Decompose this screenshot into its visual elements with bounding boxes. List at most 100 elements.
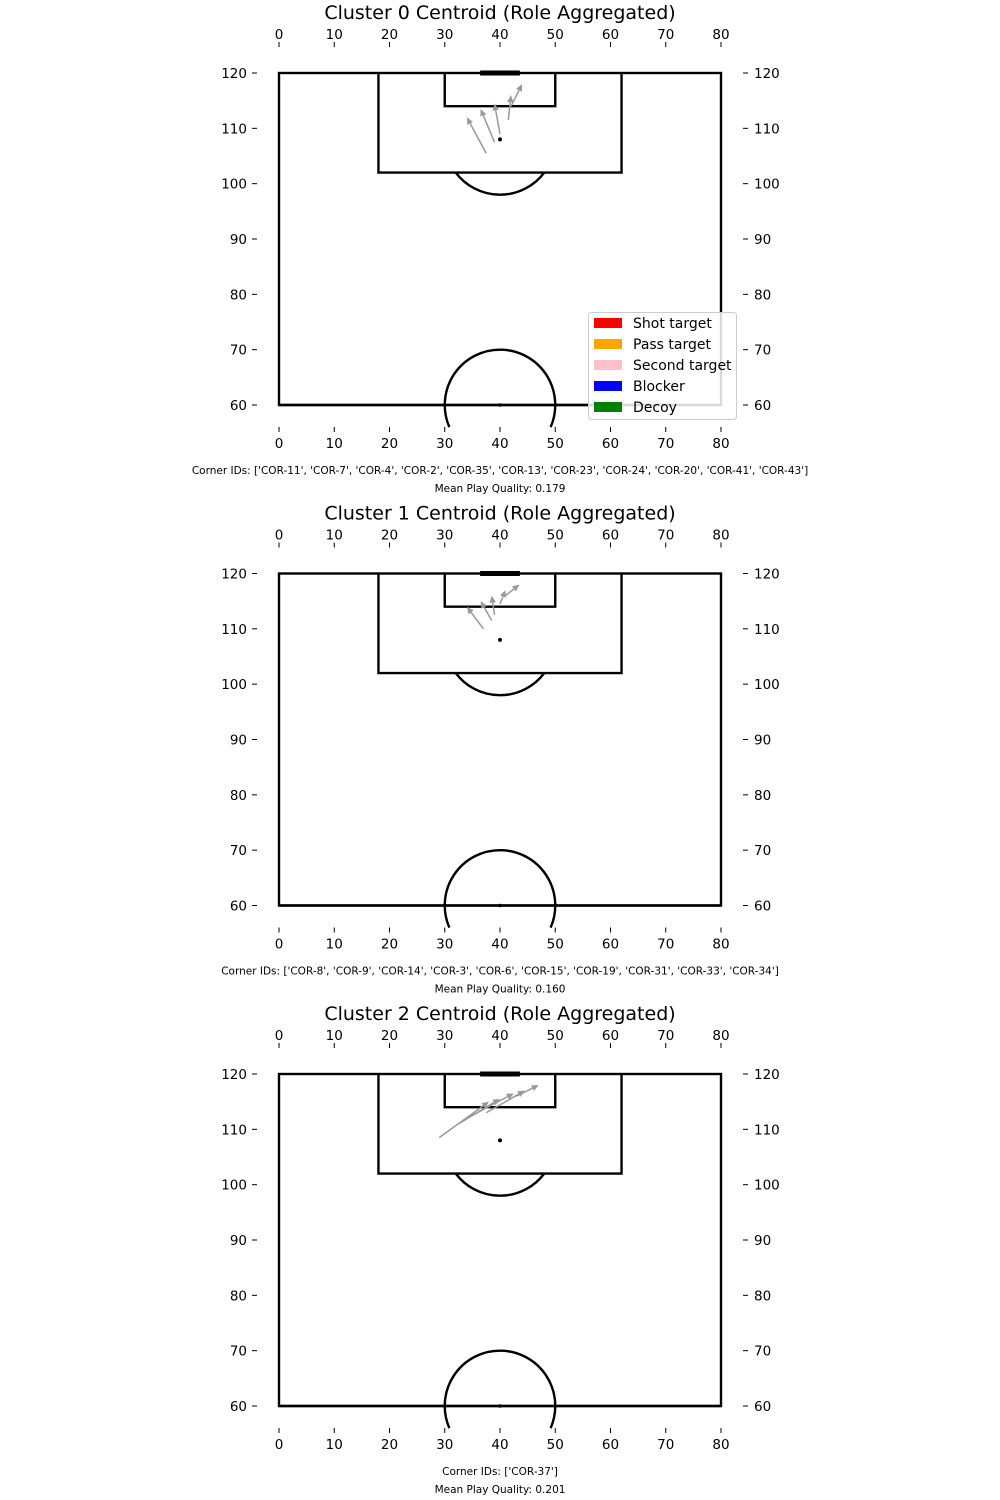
legend-swatch xyxy=(594,381,622,391)
x-tick-label-bottom: 70 xyxy=(657,1437,674,1453)
arrow-head xyxy=(511,584,520,592)
y-tick-label-left: 90 xyxy=(230,1233,247,1249)
penalty-area xyxy=(377,73,623,174)
y-tick-label-left: 110 xyxy=(221,622,247,638)
mean-quality-caption: Mean Play Quality: 0.160 xyxy=(435,984,566,996)
legend-item: Second target xyxy=(594,358,732,374)
y-tick-label-right: 90 xyxy=(754,232,771,248)
y-tick-label-right: 120 xyxy=(754,567,780,583)
legend-swatch xyxy=(594,402,622,412)
x-tick-label-top: 40 xyxy=(491,27,508,43)
x-tick-label-bottom: 70 xyxy=(657,937,674,953)
x-tick-label-top: 60 xyxy=(602,27,619,43)
y-tick-label-left: 110 xyxy=(221,1122,247,1138)
x-tick-label-top: 80 xyxy=(712,1028,729,1044)
x-tick-label-top: 0 xyxy=(275,528,284,544)
arrow-head xyxy=(516,84,523,92)
arrow-shaft xyxy=(499,596,504,605)
movement-arrow xyxy=(516,1085,539,1097)
penalty-arc xyxy=(454,1172,546,1197)
legend-label: Blocker xyxy=(633,379,685,395)
legend: Shot target Pass target Second target Block… xyxy=(588,312,737,420)
x-tick-label-top: 60 xyxy=(602,1028,619,1044)
arrow-shaft xyxy=(491,602,496,616)
chart-panel-2: Cluster 2 Centroid (Role Aggregated) 0 0 10… xyxy=(221,1003,780,1496)
x-tick-label-bottom: 80 xyxy=(712,1437,729,1453)
x-tick-label-top: 20 xyxy=(381,27,398,43)
x-tick-label-top: 20 xyxy=(381,1028,398,1044)
arrow-shaft xyxy=(494,110,501,135)
y-tick-label-left: 120 xyxy=(221,66,247,82)
arrow-shaft xyxy=(469,123,487,154)
chart-panel-1: Cluster 1 Centroid (Role Aggregated) 0 0 10… xyxy=(221,503,780,996)
y-tick-label-right: 60 xyxy=(754,398,771,414)
chart-panel-0: Cluster 0 Centroid (Role Aggregated) 0 0 10… xyxy=(192,2,808,495)
arrow-head xyxy=(481,1101,489,1109)
arrow-head xyxy=(530,1085,539,1092)
x-tick-label-bottom: 20 xyxy=(381,937,398,953)
x-tick-label-bottom: 0 xyxy=(275,436,284,452)
mean-quality-caption: Mean Play Quality: 0.179 xyxy=(435,483,566,495)
centre-circle xyxy=(443,848,557,929)
legend-item: Decoy xyxy=(594,400,677,416)
legend-item: Shot target xyxy=(594,316,712,332)
movement-arrow xyxy=(466,117,487,154)
corner-ids-caption: Corner IDs: ['COR-11', 'COR-7', 'COR-4',… xyxy=(192,465,808,477)
corner-ids-caption: Corner IDs: ['COR-8', 'COR-9', 'COR-14',… xyxy=(221,966,779,978)
y-tick-label-right: 110 xyxy=(754,622,780,638)
legend-label: Second target xyxy=(633,358,732,374)
penalty-spot xyxy=(498,1138,502,1143)
movement-arrow xyxy=(510,84,523,107)
x-tick-label-bottom: 10 xyxy=(326,937,343,953)
arrow-head xyxy=(489,595,496,604)
y-tick-label-left: 80 xyxy=(230,788,247,804)
x-tick-label-top: 20 xyxy=(381,528,398,544)
arrow-shaft xyxy=(510,89,520,107)
x-tick-label-top: 10 xyxy=(326,528,343,544)
pitch-outline xyxy=(277,1072,723,1408)
x-tick-label-bottom: 30 xyxy=(436,436,453,452)
x-tick-label-bottom: 10 xyxy=(326,436,343,452)
arrow-head xyxy=(499,590,506,598)
centre-spot xyxy=(498,403,502,407)
arrow-head xyxy=(480,108,487,117)
x-tick-label-top: 50 xyxy=(547,27,564,43)
x-tick-label-top: 70 xyxy=(657,528,674,544)
legend-swatch xyxy=(594,318,622,328)
centre-spot xyxy=(498,903,502,908)
y-tick-label-right: 110 xyxy=(754,1122,780,1138)
centre-circle xyxy=(443,348,557,428)
x-tick-label-top: 50 xyxy=(547,528,564,544)
x-tick-label-bottom: 80 xyxy=(712,937,729,953)
centre-spot xyxy=(498,1404,502,1408)
x-tick-label-top: 80 xyxy=(712,27,729,43)
x-tick-label-top: 40 xyxy=(491,528,508,544)
y-tick-label-right: 60 xyxy=(754,1399,771,1415)
movement-arrow xyxy=(466,1093,514,1119)
movement-arrow xyxy=(492,103,501,135)
arrow-shaft xyxy=(485,1093,520,1114)
chart-title: Cluster 1 Centroid (Role Aggregated) xyxy=(324,503,675,525)
x-tick-label-bottom: 10 xyxy=(326,1437,343,1453)
y-tick-label-left: 70 xyxy=(230,343,247,359)
x-tick-label-top: 80 xyxy=(712,528,729,544)
y-tick-label-left: 120 xyxy=(221,1067,247,1083)
x-tick-label-bottom: 50 xyxy=(547,1437,564,1453)
y-tick-label-left: 90 xyxy=(230,733,247,749)
y-tick-label-right: 70 xyxy=(754,1344,771,1360)
penalty-spot xyxy=(498,137,502,142)
x-tick-label-top: 70 xyxy=(657,27,674,43)
y-tick-label-left: 120 xyxy=(221,567,247,583)
y-tick-label-right: 70 xyxy=(754,843,771,859)
x-tick-label-top: 30 xyxy=(436,528,453,544)
arrow-head xyxy=(466,606,474,615)
y-tick-label-right: 70 xyxy=(754,343,771,359)
x-tick-label-bottom: 70 xyxy=(657,436,674,452)
penalty-area xyxy=(377,573,623,675)
arrow-head xyxy=(492,103,499,111)
y-tick-label-right: 90 xyxy=(754,733,771,749)
six-yard-box xyxy=(443,573,557,608)
six-yard-box xyxy=(443,73,557,108)
legend-swatch xyxy=(594,360,622,370)
x-tick-label-top: 10 xyxy=(326,1028,343,1044)
